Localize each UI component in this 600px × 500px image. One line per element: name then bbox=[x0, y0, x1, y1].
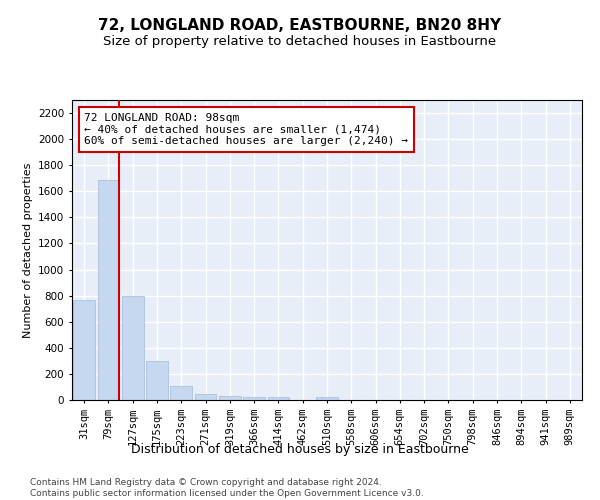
Bar bbox=[97, 180, 119, 400]
Bar bbox=[146, 361, 168, 400]
Text: Contains HM Land Registry data © Crown copyright and database right 2024.
Contai: Contains HM Land Registry data © Crown c… bbox=[30, 478, 424, 498]
Bar bbox=[219, 396, 241, 400]
Bar bbox=[243, 396, 265, 400]
Text: Size of property relative to detached houses in Eastbourne: Size of property relative to detached ho… bbox=[103, 35, 497, 48]
Bar bbox=[122, 296, 143, 400]
Text: 72 LONGLAND ROAD: 98sqm
← 40% of detached houses are smaller (1,474)
60% of semi: 72 LONGLAND ROAD: 98sqm ← 40% of detache… bbox=[85, 113, 409, 146]
Bar bbox=[194, 394, 217, 400]
Bar bbox=[268, 397, 289, 400]
Y-axis label: Number of detached properties: Number of detached properties bbox=[23, 162, 32, 338]
Bar bbox=[170, 386, 192, 400]
Bar bbox=[73, 300, 95, 400]
Text: Distribution of detached houses by size in Eastbourne: Distribution of detached houses by size … bbox=[131, 442, 469, 456]
Bar bbox=[316, 398, 338, 400]
Text: 72, LONGLAND ROAD, EASTBOURNE, BN20 8HY: 72, LONGLAND ROAD, EASTBOURNE, BN20 8HY bbox=[98, 18, 502, 32]
